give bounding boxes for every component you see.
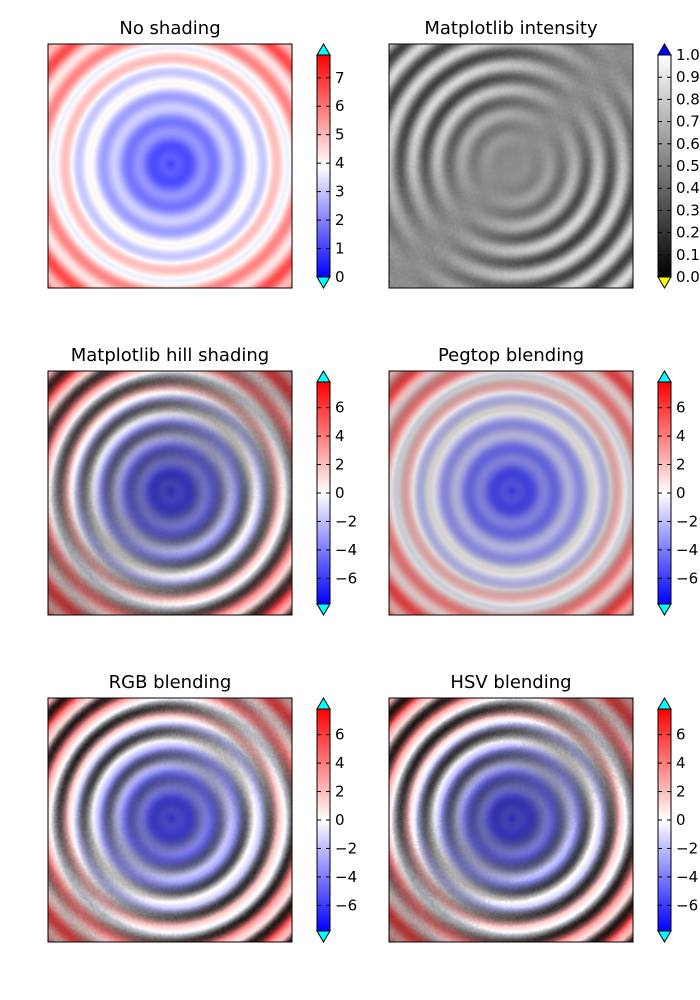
heatmap-image [48,371,292,615]
panel-title: HSV blending [450,672,572,693]
colorbar-gradient [658,709,671,931]
colorbar-extend-max [657,43,672,56]
colorbar-tick-label: −6 [676,569,698,587]
heatmap-panel [47,43,293,289]
colorbar-tick-label: 0.3 [676,201,700,219]
colorbar: −6 −4 −2 0 2 4 6 [316,697,357,943]
colorbar-tick-label: 0.1 [676,246,700,264]
plot-frame [388,370,634,616]
panel-title: Pegtop blending [437,345,585,366]
heatmap-panel [388,43,634,289]
colorbar-tick-label: −2 [676,839,698,857]
colorbar-gradient [317,55,330,277]
colorbar-tick-label: 2 [335,456,345,474]
colorbar-tick-label: −2 [335,512,357,530]
colorbar-gradient [317,709,330,931]
heatmap-image [389,698,633,942]
heatmap-image [48,44,292,288]
plot-frame [47,697,293,943]
colorbar-tick-label: 4 [335,754,345,772]
colorbar-tick-label: 0.2 [676,224,700,242]
colorbar-tick-label: 4 [335,154,345,172]
colorbar-tick-label: 0.8 [676,90,700,108]
colorbar-tick-label: −4 [335,868,357,886]
colorbar-tick-label: 4 [676,754,686,772]
colorbar-extend-min [316,276,331,289]
colorbar-tick-label: −6 [335,896,357,914]
colorbar-tick-label: 0.4 [676,179,700,197]
colorbar-tick-label: 2 [335,211,345,229]
colorbar-tick-label: 0 [335,484,345,502]
colorbar-tick-label: 2 [676,456,686,474]
colorbar-tick-label: 0 [676,484,686,502]
colorbar-tick-label: 6 [676,399,686,417]
colorbar-extend-max [316,697,331,710]
colorbar: 0 1 2 3 4 5 6 7 [316,43,345,289]
colorbar-tick-label: 3 [335,183,345,201]
colorbar-tick-label: −6 [335,569,357,587]
colorbar-tick-label: 6 [335,726,345,744]
colorbar-tick-label: 6 [676,726,686,744]
plot-frame [47,43,293,289]
heatmap-panel [47,697,293,943]
colorbar-tick-label: −2 [676,512,698,530]
plot-frame [47,370,293,616]
colorbar-tick-label: −6 [676,896,698,914]
colorbar-tick-label: 0 [335,811,345,829]
colorbar-extend-min [657,276,672,289]
panel-title: No shading [119,18,221,39]
colorbar-tick-label: −4 [676,541,698,559]
colorbar: 0.0 0.1 0.2 0.3 0.4 0.5 0.6 0.7 0.8 0.9 1.0 [657,43,700,289]
heatmap-panel [47,370,293,616]
colorbar-tick-label: 0.5 [676,157,700,175]
colorbar-extend-min [657,930,672,943]
panel-title: Matplotlib hill shading [70,345,270,366]
colorbar-extend-max [657,370,672,383]
colorbar-extend-min [657,603,672,616]
colorbar-extend-min [316,603,331,616]
colorbar-tick-label: 1 [335,240,345,258]
heatmap-image [389,371,633,615]
colorbar: −6 −4 −2 0 2 4 6 [657,697,698,943]
heatmap-image [48,698,292,942]
colorbar-tick-label: 0 [676,811,686,829]
colorbar-tick-label: 0.9 [676,68,700,86]
colorbar: −6 −4 −2 0 2 4 6 [657,370,698,616]
colorbar-gradient [658,382,671,604]
colorbar-tick-label: 1.0 [676,46,700,64]
colorbar-extend-min [316,930,331,943]
colorbar-tick-label: 7 [335,69,345,87]
colorbar-tick-label: 0.6 [676,135,700,153]
colorbar-tick-label: 2 [676,783,686,801]
colorbar-extend-max [316,43,331,56]
colorbar-tick-label: −4 [676,868,698,886]
panel-title: RGB blending [108,672,232,693]
colorbar-tick-label: −2 [335,839,357,857]
heatmap-panel [388,370,634,616]
plot-frame [388,697,634,943]
colorbar-tick-label: 4 [676,427,686,445]
colorbar-extend-max [316,370,331,383]
colorbar-tick-label: 5 [335,126,345,144]
colorbar-tick-label: 2 [335,783,345,801]
heatmap-image [389,44,633,288]
colorbar-tick-label: 0 [335,268,345,286]
colorbar-tick-label: 0.7 [676,113,700,131]
colorbar-tick-label: 6 [335,97,345,115]
panel-title: Matplotlib intensity [424,18,598,39]
colorbar-tick-label: −4 [335,541,357,559]
colorbar-gradient [658,55,671,277]
colorbar: −6 −4 −2 0 2 4 6 [316,370,357,616]
heatmap-panel [388,697,634,943]
plot-frame [388,43,634,289]
colorbar-extend-max [657,697,672,710]
colorbar-gradient [317,382,330,604]
colorbar-tick-label: 4 [335,427,345,445]
colorbar-tick-label: 0.0 [676,268,700,286]
colorbar-frame [316,54,331,278]
colorbar-tick-label: 6 [335,399,345,417]
